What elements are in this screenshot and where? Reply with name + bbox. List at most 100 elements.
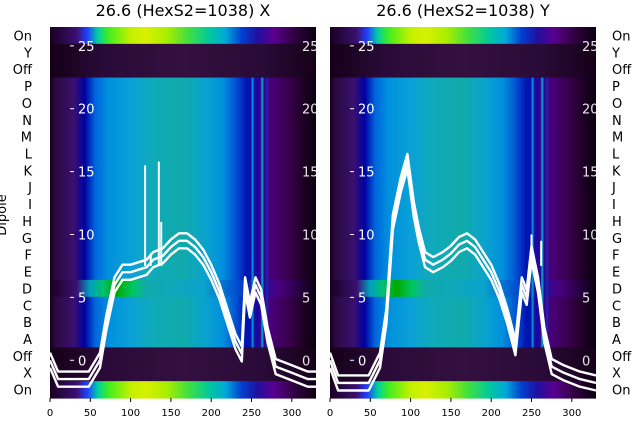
row-label-left: Off <box>13 63 33 78</box>
overlay-ytick-label: 20 <box>358 103 375 118</box>
row-label-right: On <box>612 384 630 399</box>
row-label-right: K <box>612 164 621 179</box>
row-label-left: H <box>22 215 32 230</box>
x-tick-label: 300 <box>282 408 301 419</box>
heatmap-streak <box>251 77 254 348</box>
row-label-left: O <box>22 97 32 112</box>
row-label-left: G <box>22 232 32 247</box>
x-tick-label: 200 <box>202 408 221 419</box>
heatmap-row-h <box>50 212 316 230</box>
x-tick-label: 150 <box>441 408 460 419</box>
row-label-left: P <box>24 80 32 95</box>
overlay-ytick-label: 10 <box>358 229 375 244</box>
x-tick-label: 150 <box>161 408 180 419</box>
row-label-left: On <box>14 384 32 399</box>
row-label-right: L <box>612 147 620 162</box>
row-label-left: M <box>21 131 32 146</box>
row-label-left: K <box>23 164 32 179</box>
heatmap-row-d <box>330 279 596 298</box>
overlay-ytick-label: 15 <box>78 166 95 181</box>
overlay-ytick-label: 5 <box>78 291 86 306</box>
x-tick-label: 200 <box>482 408 501 419</box>
row-label-right: H <box>612 215 622 230</box>
row-label-left: Y <box>23 46 32 61</box>
row-label-left: A <box>23 333 32 348</box>
heatmap-row-g <box>330 229 596 247</box>
x-tick-label: 0 <box>327 408 333 419</box>
heatmap-row-i <box>50 195 316 214</box>
overlay-line <box>48 232 316 373</box>
heatmap-row-on <box>50 27 316 45</box>
row-label-left: N <box>22 114 32 129</box>
heatmap-row-k <box>50 161 316 180</box>
heatmap-row-m <box>50 128 316 146</box>
heatmap-row-l <box>330 145 596 163</box>
row-label-left: J <box>27 181 32 196</box>
row-label-right: Off <box>612 63 632 78</box>
overlay-line <box>328 152 597 377</box>
heatmap-row-a <box>330 330 596 349</box>
heatmap-row-e <box>330 263 596 281</box>
x-tick-label: 50 <box>84 408 97 419</box>
overlay-ytick-label-right: 5 <box>302 291 310 306</box>
overlay-ytick-label: 5 <box>358 291 366 306</box>
heatmap-row-n <box>50 111 316 129</box>
heatmap-row-p <box>330 77 596 96</box>
x-tick-label: 250 <box>242 408 261 419</box>
row-label-right: A <box>612 333 621 348</box>
row-label-left: On <box>14 29 32 44</box>
row-label-left: L <box>25 147 33 162</box>
heatmap-row-f <box>50 246 316 264</box>
overlay-ytick-label-right: 0 <box>582 354 590 369</box>
row-label-left: D <box>22 282 32 297</box>
overlay-ytick-label-right: 20 <box>302 103 319 118</box>
overlay-ytick-label: 15 <box>358 166 375 181</box>
heatmap-row-off <box>330 347 596 365</box>
row-label-right: X <box>612 367 621 382</box>
heatmap-row-o <box>330 94 596 112</box>
heatmap-row-o <box>50 94 316 112</box>
row-label-left: B <box>23 316 32 331</box>
heatmap-streak <box>266 77 269 348</box>
heatmap-row-c <box>50 296 316 315</box>
heatmap-streak <box>261 77 264 348</box>
overlay-ytick-label: 25 <box>358 40 375 55</box>
overlay-ytick-label-right: 10 <box>582 229 599 244</box>
row-label-left: X <box>23 367 32 382</box>
heatmap-row-h <box>330 212 596 230</box>
overlay-ytick-label: 20 <box>78 103 95 118</box>
heatmap-row-off <box>50 60 316 79</box>
row-label-right: I <box>612 198 616 213</box>
overlay-line <box>48 239 316 381</box>
heatmap-row-j <box>330 178 596 197</box>
heatmap-row-k <box>330 161 596 180</box>
row-label-right: P <box>612 80 620 95</box>
heatmap-row-p <box>50 77 316 96</box>
row-label-left: Off <box>13 350 33 365</box>
overlay-ytick-label-right: 0 <box>302 354 310 369</box>
row-label-right: C <box>612 299 621 314</box>
overlay-ytick-label: 10 <box>78 229 95 244</box>
heatmap-row-b <box>50 313 316 332</box>
row-label-left: E <box>24 266 32 281</box>
y-axis-title: Dipole <box>0 194 10 235</box>
heatmap-row-g <box>50 229 316 247</box>
heatmap-row-j <box>50 178 316 197</box>
heatmap-streak <box>246 77 249 348</box>
overlay-ytick-label-right: 10 <box>302 229 319 244</box>
row-label-right: N <box>612 114 622 129</box>
row-label-right: E <box>612 266 620 281</box>
overlay-ytick-label-right: 25 <box>582 40 599 55</box>
panel-title: 26.6 (HexS2=1038) Y <box>376 1 550 20</box>
x-tick-label: 100 <box>401 408 420 419</box>
heatmap-row-i <box>330 195 596 214</box>
row-label-right: G <box>612 232 622 247</box>
row-label-left: C <box>23 299 32 314</box>
heatmap-streak <box>531 77 534 348</box>
x-tick-label: 0 <box>47 408 53 419</box>
heatmap-row-off <box>330 60 596 79</box>
heatmap-row-on <box>330 381 596 399</box>
row-label-left: I <box>28 198 32 213</box>
